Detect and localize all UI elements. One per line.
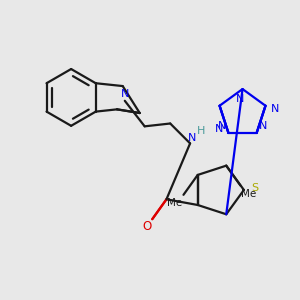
Text: N: N — [236, 94, 244, 103]
Text: N: N — [259, 122, 267, 131]
Text: Me: Me — [241, 189, 256, 199]
Text: N: N — [121, 89, 129, 100]
Text: N: N — [271, 104, 279, 114]
Text: H: H — [196, 126, 205, 136]
Text: S: S — [251, 183, 258, 193]
Text: O: O — [142, 220, 152, 233]
Text: N: N — [188, 133, 196, 143]
Text: Me: Me — [167, 198, 183, 208]
Text: N: N — [215, 124, 223, 134]
Text: N: N — [218, 122, 226, 131]
